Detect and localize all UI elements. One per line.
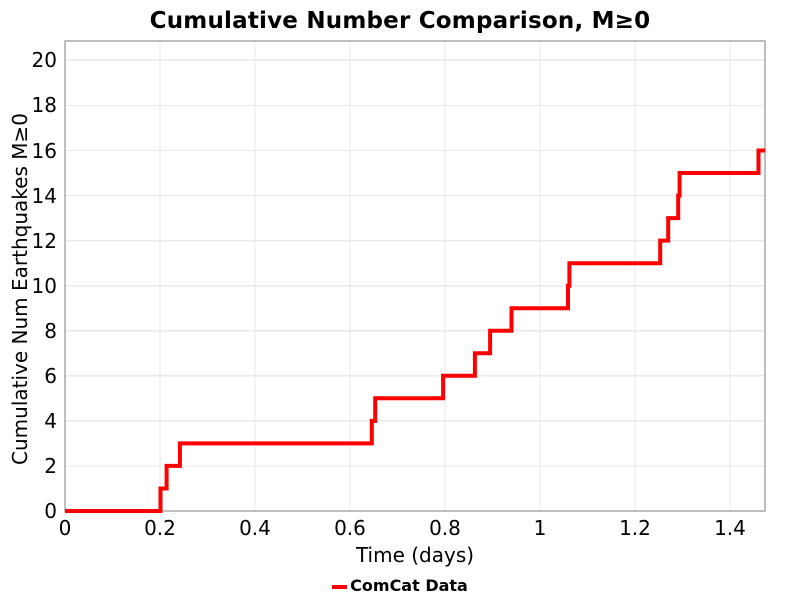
data-line-comcat [65,148,765,513]
legend-line-swatch [332,585,348,589]
x-tick-label: 0.8 [429,516,461,540]
y-axis-label: Cumulative Num Earthquakes M≥0 [8,113,32,465]
y-tick-label: 0 [44,499,57,523]
x-tick-label: 1.2 [619,516,651,540]
x-tick-label: 0.4 [239,516,271,540]
y-tick-label: 12 [31,228,57,253]
y-tick-label: 2 [44,453,57,478]
y-tick-label: 8 [44,318,57,343]
chart-title: Cumulative Number Comparison, M≥0 [149,8,651,34]
y-tick-label: 4 [44,408,57,433]
plot-frame [64,40,766,512]
x-tick-label: 1.4 [714,516,746,540]
x-axis-label: Time (days) [355,543,475,567]
x-tick-label: 0.2 [144,516,176,540]
x-tick-label: 0.6 [334,516,366,540]
x-tick-label: 0 [58,516,72,540]
y-tick-label: 18 [31,93,57,118]
legend-label: ComCat Data [350,576,468,595]
y-tick-label: 20 [31,48,57,73]
y-tick-label: 10 [31,273,57,298]
x-tick-label: 1 [533,516,547,540]
y-tick-label: 14 [31,183,57,208]
legend: ComCat Data [0,576,800,596]
y-tick-label: 16 [31,138,57,163]
y-tick-label: 6 [44,363,57,388]
